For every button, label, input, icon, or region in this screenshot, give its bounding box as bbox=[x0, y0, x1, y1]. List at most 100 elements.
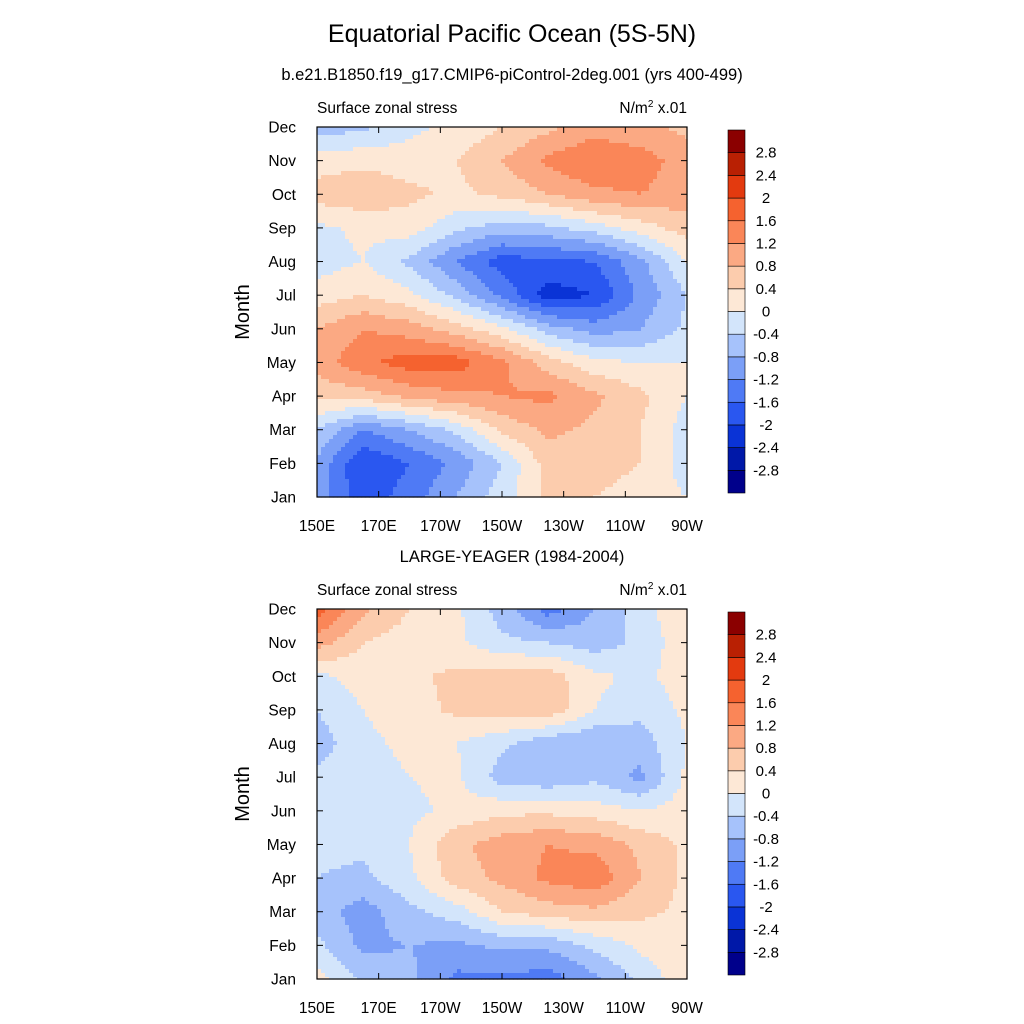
y-tick-label: Jan bbox=[271, 972, 296, 989]
panel2-title: LARGE-YEAGER (1984-2004) bbox=[399, 548, 625, 566]
colorbar-label: 2 bbox=[762, 672, 770, 689]
y-tick-label: Feb bbox=[269, 938, 296, 955]
colorbar-swatch bbox=[727, 288, 746, 312]
y-axis-label: Month bbox=[232, 284, 254, 340]
colorbar-label: -0.4 bbox=[753, 326, 779, 343]
y-axis-label: Month bbox=[232, 766, 254, 822]
y-tick-label: Nov bbox=[268, 635, 296, 652]
colorbar: -2.8 -2.4 -2 -1.6 -1.2 -0.8 -0.4 0 0.4 0.8 1.2 1.6 2… bbox=[727, 611, 779, 976]
colorbar-label: -2 bbox=[759, 899, 772, 916]
x-tick-label: 90W bbox=[671, 1000, 703, 1017]
colorbar-label: 2 bbox=[762, 190, 770, 207]
colorbar-swatch bbox=[727, 243, 746, 267]
colorbar-swatch bbox=[727, 906, 746, 930]
colorbar-label: -0.8 bbox=[753, 831, 779, 848]
colorbar-swatch bbox=[727, 447, 746, 471]
colorbar-swatch bbox=[727, 883, 746, 908]
y-tick-label: Jul bbox=[276, 770, 296, 787]
y-tick-label: Oct bbox=[272, 669, 297, 686]
colorbar-label: -1.2 bbox=[753, 372, 779, 389]
x-tick-label: 110W bbox=[606, 518, 646, 535]
x-tick-label: 150E bbox=[299, 1000, 335, 1017]
colorbar-swatch bbox=[727, 152, 746, 176]
colorbar-label: 2.4 bbox=[756, 649, 777, 666]
heatmap-panel-1: 150E 170E 170W 150W 130W 110W 90W Jan Feb Mar Apr M… bbox=[232, 99, 779, 535]
colorbar-swatch bbox=[727, 952, 746, 976]
colorbar-label: 1.6 bbox=[756, 695, 777, 712]
colorbar-label: -1.2 bbox=[753, 854, 779, 871]
colorbar-swatch bbox=[727, 929, 746, 953]
colorbar-label: 1.6 bbox=[756, 213, 777, 230]
colorbar-label: -2.4 bbox=[753, 440, 779, 457]
y-tick-label: Jun bbox=[271, 321, 296, 338]
x-tick-label: 130W bbox=[543, 1000, 584, 1017]
y-tick-label: Mar bbox=[269, 904, 296, 921]
units-label: N/m2 x.01 bbox=[619, 99, 687, 117]
y-tick-label: Apr bbox=[272, 389, 296, 406]
y-tick-label: Feb bbox=[269, 456, 296, 473]
colorbar-label: 2.8 bbox=[756, 145, 777, 162]
colorbar-swatch bbox=[727, 838, 746, 862]
colorbar-label: 0 bbox=[762, 304, 770, 321]
x-tick-label: 130W bbox=[543, 518, 584, 535]
heatmap-field bbox=[317, 609, 688, 980]
heatmap-panel-2: 150E 170E 170W 150W 130W 110W 90W Jan Feb Mar Apr M… bbox=[232, 581, 779, 1017]
colorbar-swatch bbox=[727, 220, 746, 244]
y-tick-label: May bbox=[267, 355, 297, 372]
colorbar-swatch bbox=[727, 379, 746, 403]
colorbar-swatch bbox=[727, 424, 746, 448]
colorbar-swatch bbox=[727, 679, 746, 704]
colorbar-swatch bbox=[727, 702, 746, 726]
colorbar-swatch bbox=[727, 265, 746, 290]
colorbar-swatch bbox=[727, 333, 746, 358]
colorbar-swatch bbox=[727, 747, 746, 772]
x-tick-label: 150W bbox=[482, 518, 523, 535]
variable-label: Surface zonal stress bbox=[317, 582, 458, 599]
colorbar-label: -1.6 bbox=[753, 876, 779, 893]
heatmap-field bbox=[317, 127, 688, 498]
colorbar-label: -0.8 bbox=[753, 349, 779, 366]
y-tick-label: Sep bbox=[268, 702, 296, 719]
colorbar-swatch bbox=[727, 634, 746, 658]
y-tick-label: Aug bbox=[268, 254, 296, 271]
colorbar-swatch bbox=[727, 725, 746, 749]
colorbar-swatch bbox=[727, 657, 746, 681]
colorbar-label: 1.2 bbox=[756, 717, 777, 734]
x-tick-label: 170W bbox=[420, 1000, 461, 1017]
x-tick-label: 170W bbox=[420, 518, 461, 535]
colorbar-swatch bbox=[727, 611, 746, 635]
y-tick-label: Jan bbox=[271, 490, 296, 507]
figure-subtitle: b.e21.B1850.f19_g17.CMIP6-piControl-2deg… bbox=[281, 66, 743, 84]
y-tick-label: Sep bbox=[268, 220, 296, 237]
units-label: N/m2 x.01 bbox=[619, 581, 687, 599]
colorbar-label: 0 bbox=[762, 786, 770, 803]
colorbar-label: -0.4 bbox=[753, 808, 779, 825]
y-tick-label: Oct bbox=[272, 187, 297, 204]
x-tick-label: 170E bbox=[361, 1000, 397, 1017]
colorbar-swatch bbox=[727, 197, 746, 222]
colorbar-label: 0.4 bbox=[756, 763, 777, 780]
x-tick-label: 150E bbox=[299, 518, 335, 535]
colorbar-label: 0.8 bbox=[756, 740, 777, 757]
colorbar-label: -2.8 bbox=[753, 944, 779, 961]
colorbar-swatch bbox=[727, 356, 746, 380]
colorbar-label: -2.4 bbox=[753, 922, 779, 939]
colorbar-swatch bbox=[727, 401, 746, 426]
colorbar-label: -2.8 bbox=[753, 462, 779, 479]
y-tick-label: Jun bbox=[271, 803, 296, 820]
colorbar-label: 2.4 bbox=[756, 167, 777, 184]
y-tick-label: Nov bbox=[268, 153, 296, 170]
colorbar-swatch bbox=[727, 815, 746, 840]
colorbar-swatch bbox=[727, 311, 746, 335]
colorbar-label: 2.8 bbox=[756, 627, 777, 644]
colorbar-label: 0.4 bbox=[756, 281, 777, 298]
colorbar-label: 1.2 bbox=[756, 235, 777, 252]
y-tick-label: Dec bbox=[268, 120, 296, 137]
x-tick-label: 90W bbox=[671, 518, 703, 535]
figure-title: Equatorial Pacific Ocean (5S-5N) bbox=[327, 20, 697, 48]
y-tick-label: Aug bbox=[268, 736, 296, 753]
variable-label: Surface zonal stress bbox=[317, 100, 458, 117]
y-tick-label: Mar bbox=[269, 422, 296, 439]
y-tick-label: Jul bbox=[276, 288, 296, 305]
